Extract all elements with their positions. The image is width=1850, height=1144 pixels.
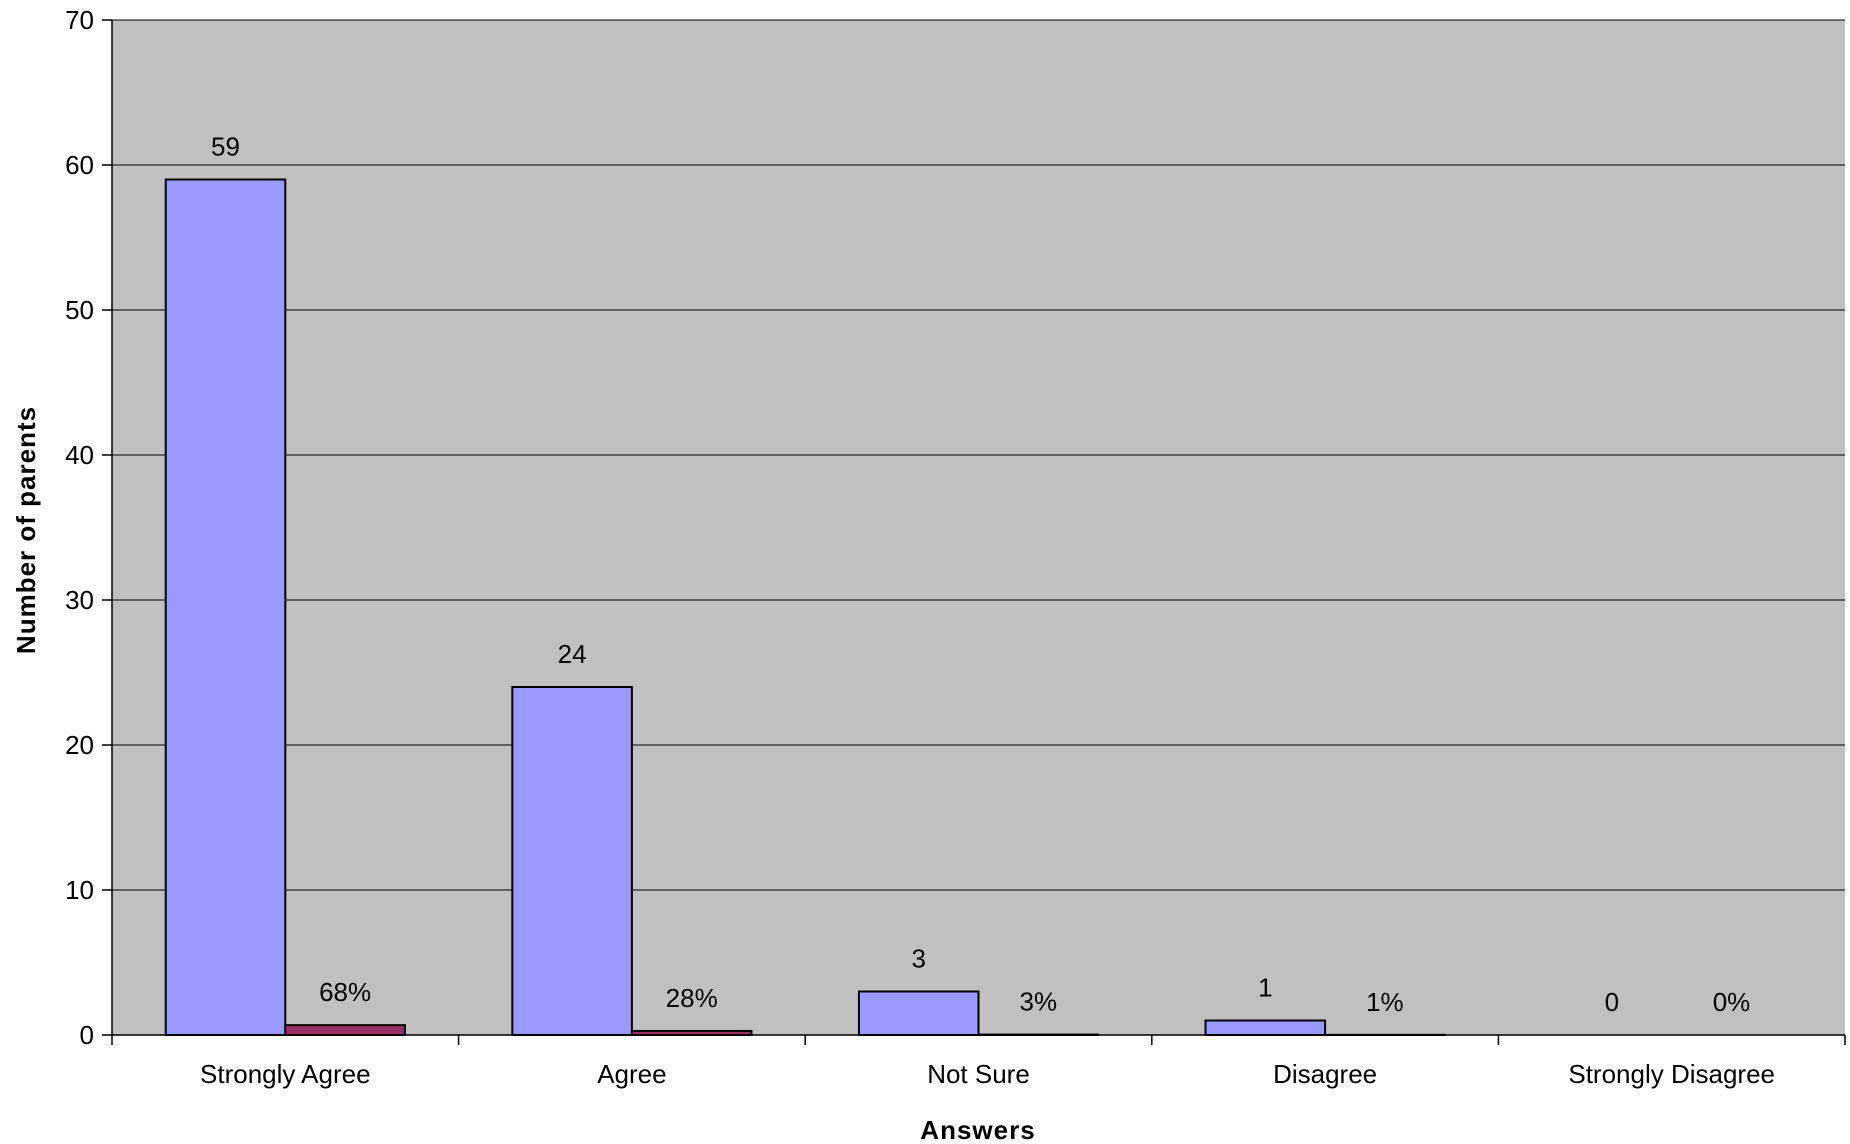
data-label: 68%: [319, 977, 371, 1007]
x-tick-label: Strongly Disagree: [1568, 1059, 1775, 1089]
x-tick-label: Agree: [597, 1059, 666, 1089]
data-label: 1%: [1366, 987, 1404, 1017]
y-tick-label: 30: [65, 585, 94, 615]
x-axis-title: Answers: [920, 1115, 1035, 1144]
data-label: 0: [1605, 987, 1619, 1017]
bar: [511, 686, 633, 1036]
data-label: 1: [1258, 973, 1272, 1003]
y-tick-label: 40: [65, 440, 94, 470]
y-axis-title: Number of parents: [11, 406, 41, 654]
axes: [102, 19, 1846, 1045]
data-label: 24: [558, 639, 587, 669]
bar: [284, 1024, 406, 1037]
data-labels: 59 68% 24 28% 3 3% 1 1% 0 0%: [211, 132, 1750, 1018]
y-tick-labels: 0 10 20 30 40 50 60 70: [65, 5, 94, 1050]
x-tick-label: Not Sure: [927, 1059, 1030, 1089]
bar: [857, 990, 980, 1036]
y-tick-label: 10: [65, 875, 94, 905]
bar: [164, 178, 287, 1036]
y-tick-label: 60: [65, 150, 94, 180]
x-tick-label: Disagree: [1273, 1059, 1377, 1089]
data-label: 59: [211, 132, 240, 162]
y-tick-label: 0: [80, 1020, 94, 1050]
x-tick-label: Strongly Agree: [200, 1059, 371, 1089]
y-tick-label: 20: [65, 730, 94, 760]
y-tick-label: 70: [65, 5, 94, 35]
y-tick-label: 50: [65, 295, 94, 325]
bar: [1204, 1019, 1327, 1036]
data-label: 0%: [1713, 987, 1751, 1017]
gridlines: [112, 19, 1845, 891]
data-label: 3: [911, 944, 925, 974]
data-label: 3%: [1019, 987, 1057, 1017]
data-label: 28%: [666, 983, 718, 1013]
plot-area: [112, 20, 1845, 1035]
x-tick-labels: Strongly Agree Agree Not Sure Disagree Stron…: [200, 1059, 1775, 1089]
